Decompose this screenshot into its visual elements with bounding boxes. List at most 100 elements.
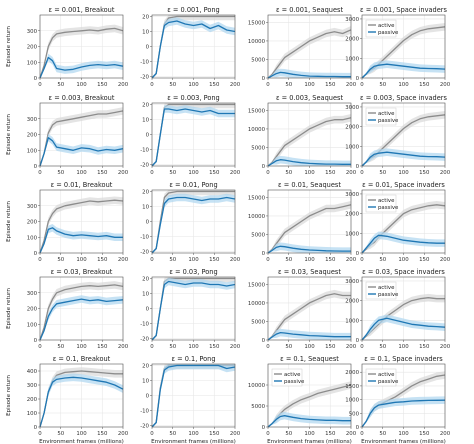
x-tick-label: 0	[38, 257, 42, 263]
y-tick-label: 10000	[248, 214, 266, 220]
subplot-title: ε = 0.001, Breakout	[49, 6, 115, 14]
subplot-title: ε = 0.1, Space invaders	[364, 355, 443, 363]
x-tick-label: 150	[209, 257, 220, 263]
y-tick-label: 0	[262, 338, 266, 344]
y-tick-label: -10	[140, 235, 149, 241]
subplot-5: 0 50 100 150 200 -20 -10 0 10 20 ε = 0.003, Pong	[140, 94, 241, 176]
y-axis-label: Episode return	[6, 288, 12, 329]
x-axis-label: Environment frames (millions)	[361, 439, 446, 444]
x-tick-label: 150	[325, 344, 336, 350]
legend-label-active: active	[284, 372, 301, 378]
series-line-passive	[151, 280, 236, 341]
x-tick-label: 100	[304, 344, 315, 350]
y-tick-label: 10	[142, 205, 149, 211]
y-tick-label: 0	[34, 425, 38, 431]
series-line-passive	[361, 151, 446, 167]
series-line-passive	[151, 108, 235, 167]
x-tick-label: 150	[97, 257, 108, 263]
x-tick-label: 50	[285, 257, 292, 263]
y-tick-label: 0	[146, 45, 150, 51]
subplot-title: ε = 0.003, Pong	[167, 94, 220, 102]
y-axis-label: Episode return	[6, 375, 12, 416]
x-tick-label: 50	[57, 257, 64, 263]
subplot-title: ε = 0.01, Space invaders	[362, 181, 445, 189]
y-tick-label: 5000	[251, 145, 265, 151]
x-tick-label: 200	[346, 170, 357, 176]
subplot-8: 0 50 100 150 200 0 100 200 300 ε = 0.01, Breakout	[27, 181, 129, 263]
y-tick-label: 1000	[345, 231, 359, 237]
y-tick-label: 100	[27, 411, 38, 417]
x-tick-label: 0	[360, 431, 364, 437]
series-line-passive	[151, 20, 236, 79]
y-tick-label: 200	[27, 220, 38, 226]
x-tick-label: 200	[118, 170, 129, 176]
x-tick-label: 50	[285, 170, 292, 176]
x-tick-label: 150	[97, 170, 108, 176]
subplot-12: 0 50 100 150 200 0 100 200 300 ε = 0.03, Breakout	[27, 268, 129, 350]
subplot-13: 0 50 100 150 200 -20 -10 0 10 20 ε = 0.03, Pong	[140, 268, 241, 350]
x-tick-label: 150	[419, 431, 430, 437]
y-axis-label: Episode return	[6, 201, 12, 242]
subplot-title: ε = 0.03, Space invaders	[362, 268, 445, 276]
x-tick-label: 150	[97, 344, 108, 350]
x-tick-label: 200	[230, 170, 241, 176]
x-tick-label: 200	[346, 82, 357, 88]
y-tick-label: 10000	[248, 127, 266, 133]
band-passive	[362, 314, 445, 340]
legend-box	[365, 368, 397, 387]
series-line-passive	[361, 63, 446, 79]
series-line-passive	[267, 331, 351, 341]
subplot-9: 0 50 100 150 200 -20 -10 0 10 20 ε = 0.01, Pong	[140, 181, 241, 263]
y-tick-label: 0	[262, 164, 266, 170]
x-tick-label: 200	[346, 257, 357, 263]
x-tick-label: 50	[285, 431, 292, 437]
x-tick-label: 100	[76, 170, 87, 176]
subplot-16: 0 50 100 150 200 0 100 200 300 400 ε = 0.1, Breako…	[27, 355, 129, 437]
x-tick-label: 50	[169, 257, 176, 263]
band-passive	[40, 53, 123, 78]
y-tick-label: 20	[142, 364, 149, 370]
x-tick-label: 100	[398, 431, 409, 437]
subplot-17: 0 50 100 150 200 -20 -10 0 10 20 ε = 0.1, Pong	[140, 355, 241, 437]
x-tick-label: 50	[57, 431, 64, 437]
y-tick-label: -20	[140, 337, 149, 343]
y-tick-label: 20	[142, 190, 149, 196]
x-tick-label: 150	[419, 344, 430, 350]
y-tick-label: 300	[27, 383, 38, 389]
x-tick-label: 0	[266, 344, 270, 350]
band-active	[268, 381, 351, 427]
y-tick-label: 0	[356, 338, 360, 344]
subplot-title: ε = 0.001, Space invaders	[360, 6, 447, 14]
x-tick-label: 200	[230, 82, 241, 88]
subplot-title: ε = 0.1, Seaquest	[280, 355, 339, 363]
band-passive	[40, 295, 123, 340]
x-tick-label: 100	[76, 431, 87, 437]
x-tick-label: 0	[38, 170, 42, 176]
x-tick-label: 200	[118, 257, 129, 263]
band-active	[40, 24, 123, 79]
x-tick-label: 200	[346, 431, 357, 437]
x-tick-label: 0	[38, 82, 42, 88]
series-line-passive	[361, 399, 446, 428]
series-line-passive	[267, 159, 351, 167]
y-tick-label: 2000	[345, 212, 359, 218]
x-tick-label: 50	[379, 170, 386, 176]
subplot-title: ε = 0.03, Breakout	[51, 268, 113, 276]
legend-label-passive: passive	[378, 30, 399, 36]
x-tick-label: 200	[230, 257, 241, 263]
band-passive	[152, 277, 235, 340]
x-tick-label: 0	[38, 344, 42, 350]
y-tick-label: 1000	[345, 318, 359, 324]
subplot-title: ε = 0.03, Pong	[169, 268, 217, 276]
subplot-4: 0 50 100 150 200 0 100 200 300 ε = 0.003, Breakou…	[27, 94, 129, 176]
y-tick-label: 5000	[251, 319, 265, 325]
y-tick-label: 3000	[345, 105, 359, 111]
x-tick-label: 0	[360, 257, 364, 263]
band-passive	[152, 364, 235, 427]
y-tick-label: 20	[142, 103, 149, 109]
y-tick-label: 0	[146, 220, 150, 226]
